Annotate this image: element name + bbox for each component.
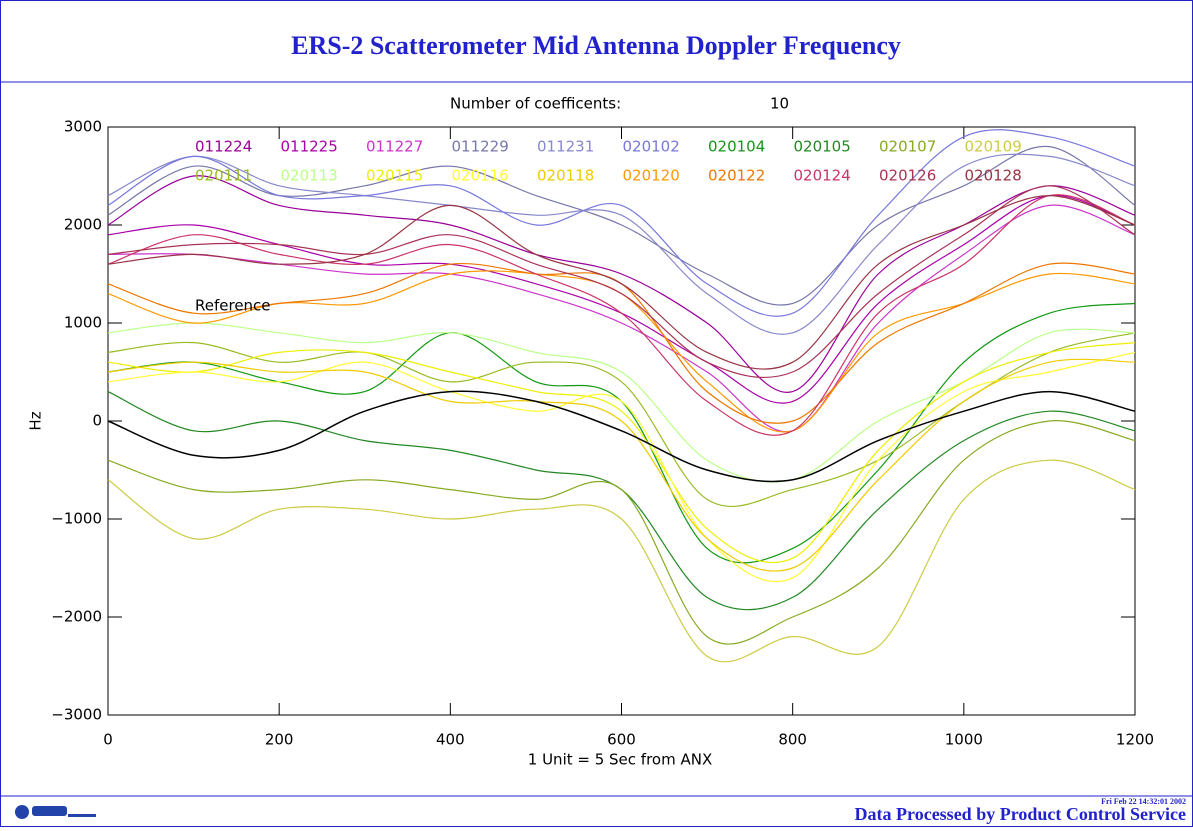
- legend-entry: 011229: [452, 138, 509, 156]
- x-tick-label: 600: [607, 731, 636, 749]
- coefficients-label: Number of coefficents:: [450, 95, 621, 113]
- legend-entry: 011224: [195, 138, 252, 156]
- series-line: [107, 153, 1136, 335]
- coefficients-value: 10: [770, 95, 789, 113]
- series-line: [107, 420, 1136, 645]
- series-line: [107, 262, 1136, 424]
- reference-line: [107, 390, 1136, 483]
- legend-entry: 020124: [794, 167, 851, 185]
- chart-title: ERS-2 Scatterometer Mid Antenna Doppler …: [291, 31, 901, 60]
- y-tick-label: −2000: [51, 608, 102, 626]
- y-tick-label: 0: [92, 412, 102, 430]
- series-line: [107, 332, 1136, 508]
- legend-entry: 011225: [281, 138, 338, 156]
- x-tick-label: 0: [103, 731, 113, 749]
- series-line: [107, 391, 1136, 611]
- legend-entry: 020104: [708, 138, 765, 156]
- series-line: [107, 194, 1136, 370]
- series-line: [107, 302, 1136, 564]
- y-axis-label: Hz: [27, 411, 45, 430]
- legend-entry: 020126: [879, 167, 936, 185]
- series-line: [107, 342, 1136, 564]
- legend-entry: 020122: [708, 167, 765, 185]
- x-tick-label: 1200: [1116, 731, 1154, 749]
- series-line: [107, 185, 1136, 378]
- legend-entry: 011227: [366, 138, 423, 156]
- legend-entry: 020111: [195, 167, 252, 185]
- y-tick-label: −3000: [51, 706, 102, 724]
- x-axis-label: 1 Unit = 5 Sec from ANX: [528, 751, 712, 769]
- y-tick-label: −1000: [51, 510, 102, 528]
- y-tick-label: 3000: [64, 118, 102, 136]
- x-tick-label: 200: [265, 731, 294, 749]
- esa-logo: [15, 805, 96, 819]
- series-line: [107, 358, 1136, 572]
- legend-entry: 020115: [366, 167, 423, 185]
- legend-entry: 020102: [623, 138, 680, 156]
- legend-entry: 020105: [794, 138, 851, 156]
- legend-entry: 020113: [281, 167, 338, 185]
- legend-entry: 020116: [452, 167, 509, 185]
- y-tick-label: 2000: [64, 216, 102, 234]
- x-tick-label: 1000: [945, 731, 983, 749]
- series-line: [107, 204, 1136, 433]
- footer-text: Data Processed by Product Control Servic…: [855, 804, 1186, 824]
- legend-entry: 020109: [965, 138, 1022, 156]
- y-tick-label: 1000: [64, 314, 102, 332]
- legend-entry: 011231: [537, 138, 594, 156]
- x-tick-label: 800: [778, 731, 807, 749]
- legend-entry: 020128: [965, 167, 1022, 185]
- series-line: [107, 459, 1136, 663]
- legend-entry: 020118: [537, 167, 594, 185]
- x-tick-label: 400: [436, 731, 465, 749]
- timestamp: Fri Feb 22 14:32:01 2002: [1101, 797, 1186, 806]
- series-line: [107, 129, 1136, 317]
- legend-entry: 020107: [879, 138, 936, 156]
- series-line: [107, 194, 1136, 436]
- series-line: [107, 322, 1136, 483]
- legend-entry: 020120: [623, 167, 680, 185]
- series-line: [107, 351, 1136, 583]
- annotation: Reference: [195, 297, 271, 315]
